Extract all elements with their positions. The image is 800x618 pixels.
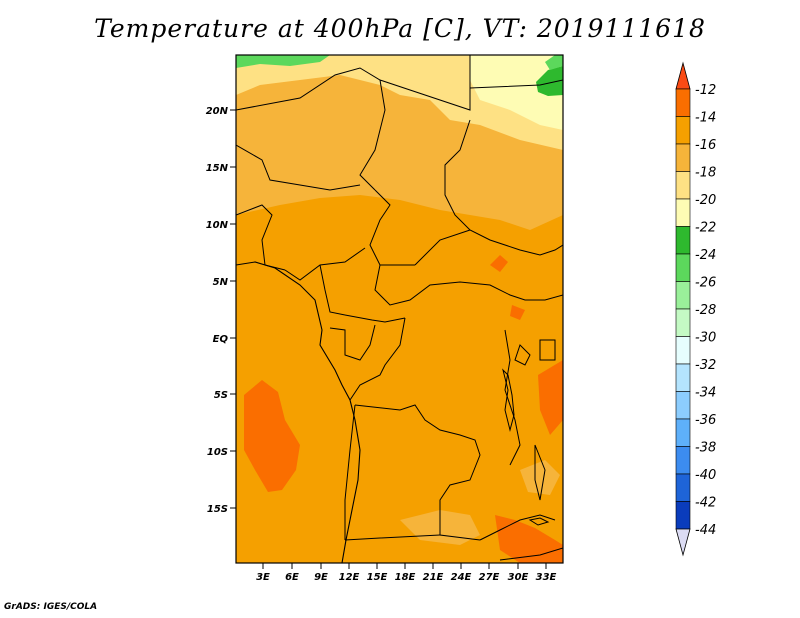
lat-label: 15S bbox=[207, 504, 228, 515]
lon-tick-6e: 6E bbox=[285, 563, 299, 583]
map-title: Temperature at 400hPa [C], VT: 201911161… bbox=[94, 14, 706, 43]
colorbar-segment bbox=[675, 391, 691, 420]
lat-label: 10S bbox=[207, 447, 228, 458]
colorbar-label: -38 bbox=[695, 441, 716, 456]
colorbar-segment bbox=[675, 198, 691, 227]
colorbar-label: -34 bbox=[695, 386, 716, 401]
lon-tick-33e: 33E bbox=[536, 563, 557, 583]
lat-tick-15n: 15N bbox=[206, 163, 236, 174]
lon-label: 21E bbox=[423, 572, 444, 583]
lon-label: 30E bbox=[508, 572, 529, 583]
lon-tick-24e: 24E bbox=[451, 563, 472, 583]
lon-label: 3E bbox=[256, 572, 270, 583]
lat-tick-5n: 5N bbox=[213, 277, 236, 288]
lon-label: 12E bbox=[339, 572, 360, 583]
lat-tick-eq: EQ bbox=[213, 334, 236, 345]
colorbar-label: -24 bbox=[695, 248, 716, 263]
colorbar: -12 -14 -16 -18 -20 -22 -24 -26 -28 -30 -32 -34 -36 -… bbox=[675, 61, 716, 557]
colorbar-segment bbox=[675, 418, 691, 447]
lat-tick-15s: 15S bbox=[207, 504, 236, 515]
lon-tick-12e: 12E bbox=[339, 563, 360, 583]
lat-tick-20n: 20N bbox=[206, 106, 236, 117]
lat-label: 10N bbox=[206, 220, 229, 231]
lon-label: 33E bbox=[536, 572, 557, 583]
lat-label: 20N bbox=[206, 106, 229, 117]
colorbar-label: -42 bbox=[695, 496, 716, 511]
colorbar-label: -12 bbox=[695, 83, 716, 98]
colorbar-segment bbox=[675, 363, 691, 392]
colorbar-arrow-top bbox=[675, 61, 691, 90]
lon-tick-27e: 27E bbox=[479, 563, 500, 583]
colorbar-segment bbox=[675, 501, 691, 530]
colorbar-segment bbox=[675, 116, 691, 145]
lat-label: 5S bbox=[214, 390, 228, 401]
colorbar-label: -14 bbox=[695, 111, 716, 126]
colorbar-label: -36 bbox=[695, 413, 716, 428]
colorbar-label: -26 bbox=[695, 276, 716, 291]
map-frame bbox=[235, 54, 564, 564]
lon-tick-15e: 15E bbox=[367, 563, 388, 583]
lat-tick-10n: 10N bbox=[206, 220, 236, 231]
colorbar-arrow-bottom bbox=[675, 528, 691, 557]
longitude-axis: 3E 6E 9E 12E 15E 18E 21E 24E 27E 30E 33E bbox=[256, 563, 557, 583]
lon-label: 24E bbox=[451, 572, 472, 583]
lat-label: 5N bbox=[213, 277, 229, 288]
colorbar-label: -40 bbox=[695, 468, 716, 483]
colorbar-segment bbox=[675, 336, 691, 365]
colorbar-label: -30 bbox=[695, 331, 716, 346]
colorbar-segment bbox=[675, 88, 691, 117]
lon-tick-3e: 3E bbox=[256, 563, 270, 583]
colorbar-segment bbox=[675, 226, 691, 255]
colorbar-segment bbox=[675, 446, 691, 475]
colorbar-label: -32 bbox=[695, 358, 716, 373]
lon-label: 15E bbox=[367, 572, 388, 583]
colorbar-segment bbox=[675, 281, 691, 310]
lon-label: 6E bbox=[285, 572, 299, 583]
lon-tick-18e: 18E bbox=[395, 563, 416, 583]
colorbar-label: -22 bbox=[695, 221, 716, 236]
latitude-axis: 20N 15N 10N 5N EQ 5S 10S 15S bbox=[206, 106, 236, 515]
lon-tick-21e: 21E bbox=[423, 563, 444, 583]
temperature-field bbox=[236, 55, 563, 563]
lon-label: 18E bbox=[395, 572, 416, 583]
colorbar-label: -28 bbox=[695, 303, 716, 318]
lat-tick-10s: 10S bbox=[207, 447, 236, 458]
colorbar-segment bbox=[675, 308, 691, 337]
lon-label: 9E bbox=[314, 572, 328, 583]
lon-tick-30e: 30E bbox=[508, 563, 529, 583]
country-borders bbox=[236, 55, 563, 563]
lon-label: 27E bbox=[479, 572, 500, 583]
colorbar-segment bbox=[675, 473, 691, 502]
lon-tick-9e: 9E bbox=[314, 563, 328, 583]
colorbar-label: -18 bbox=[695, 166, 716, 181]
colorbar-segment bbox=[675, 253, 691, 282]
colorbar-label: -20 bbox=[695, 193, 716, 208]
colorbar-label: -16 bbox=[695, 138, 716, 153]
colorbar-segment bbox=[675, 171, 691, 200]
colorbar-segment bbox=[675, 143, 691, 172]
lat-label: EQ bbox=[213, 334, 229, 345]
credit-text: GrADS: IGES/COLA bbox=[4, 602, 98, 612]
colorbar-label: -44 bbox=[695, 523, 716, 538]
lat-label: 15N bbox=[206, 163, 229, 174]
lat-tick-5s: 5S bbox=[214, 390, 236, 401]
